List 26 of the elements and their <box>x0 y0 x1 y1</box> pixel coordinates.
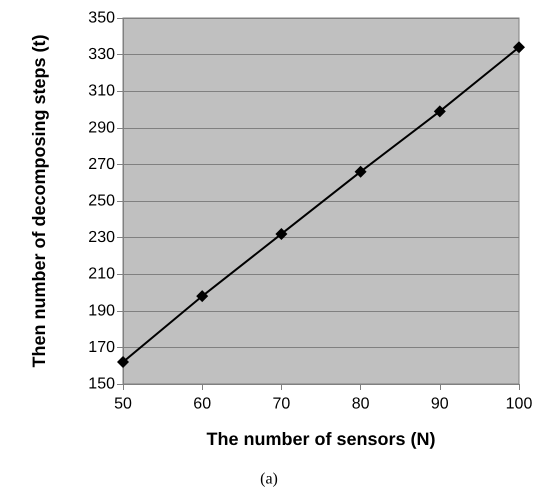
y-tick-label: 290 <box>88 119 116 136</box>
y-tick-label: 230 <box>88 229 116 246</box>
y-tick-label: 310 <box>88 82 116 100</box>
x-tick-label: 80 <box>352 396 370 412</box>
y-tick-label: 250 <box>88 192 116 210</box>
point <box>354 166 367 178</box>
x-tick-label: 50 <box>114 396 132 412</box>
y-axis-title: Then number of decomposing steps (t) <box>29 34 49 368</box>
x-tick-label: 100 <box>506 396 532 412</box>
y-tick-label: 150 <box>88 376 116 392</box>
y-tick-label: 330 <box>88 46 116 64</box>
y-tick-label: 210 <box>88 266 116 283</box>
point <box>196 290 208 302</box>
text: (a) <box>260 470 278 488</box>
y-tick-label: 270 <box>88 156 116 173</box>
y-tick-label: 350 <box>88 10 116 26</box>
x-tick-label: 70 <box>272 396 290 412</box>
point <box>513 41 525 54</box>
point <box>117 356 129 368</box>
y-tick-label: 190 <box>88 302 116 320</box>
x-axis-title: The number of sensors (N) <box>206 429 436 449</box>
point <box>275 228 288 240</box>
x-tick-label: 90 <box>430 396 449 412</box>
y-tick-label: 170 <box>88 338 116 356</box>
x-tick-label: 60 <box>193 396 212 412</box>
point <box>434 105 446 118</box>
